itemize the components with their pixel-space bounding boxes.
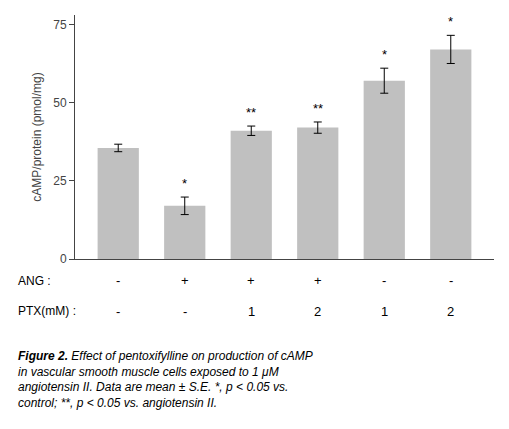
svg-text:**: ** — [246, 105, 256, 120]
svg-text:-: - — [116, 273, 120, 288]
svg-text:50: 50 — [53, 96, 67, 110]
svg-text:+: + — [314, 273, 322, 288]
svg-text:cAMP/protein (pmol/mg): cAMP/protein (pmol/mg) — [30, 72, 44, 201]
svg-text:*: * — [182, 176, 187, 191]
svg-text:2: 2 — [447, 304, 454, 319]
svg-text:**: ** — [313, 101, 323, 116]
svg-text:-: - — [116, 304, 120, 319]
svg-text:-: - — [183, 304, 187, 319]
svg-text:0: 0 — [60, 252, 67, 266]
svg-text:*: * — [382, 47, 387, 62]
svg-text:-: - — [449, 273, 453, 288]
svg-text:2: 2 — [314, 304, 321, 319]
svg-text:+: + — [181, 273, 189, 288]
svg-text:Figure 2. Effect of pentoxifyl: Figure 2. Effect of pentoxifylline on pr… — [18, 349, 313, 410]
svg-text:1: 1 — [248, 304, 255, 319]
svg-text:PTX(mM) :: PTX(mM) : — [18, 304, 76, 318]
svg-text:-: - — [382, 273, 386, 288]
svg-text:25: 25 — [53, 174, 67, 188]
svg-text:75: 75 — [53, 18, 67, 32]
svg-text:1: 1 — [381, 304, 388, 319]
svg-text:ANG :: ANG : — [18, 274, 51, 288]
svg-text:+: + — [247, 273, 255, 288]
svg-text:*: * — [448, 14, 453, 29]
